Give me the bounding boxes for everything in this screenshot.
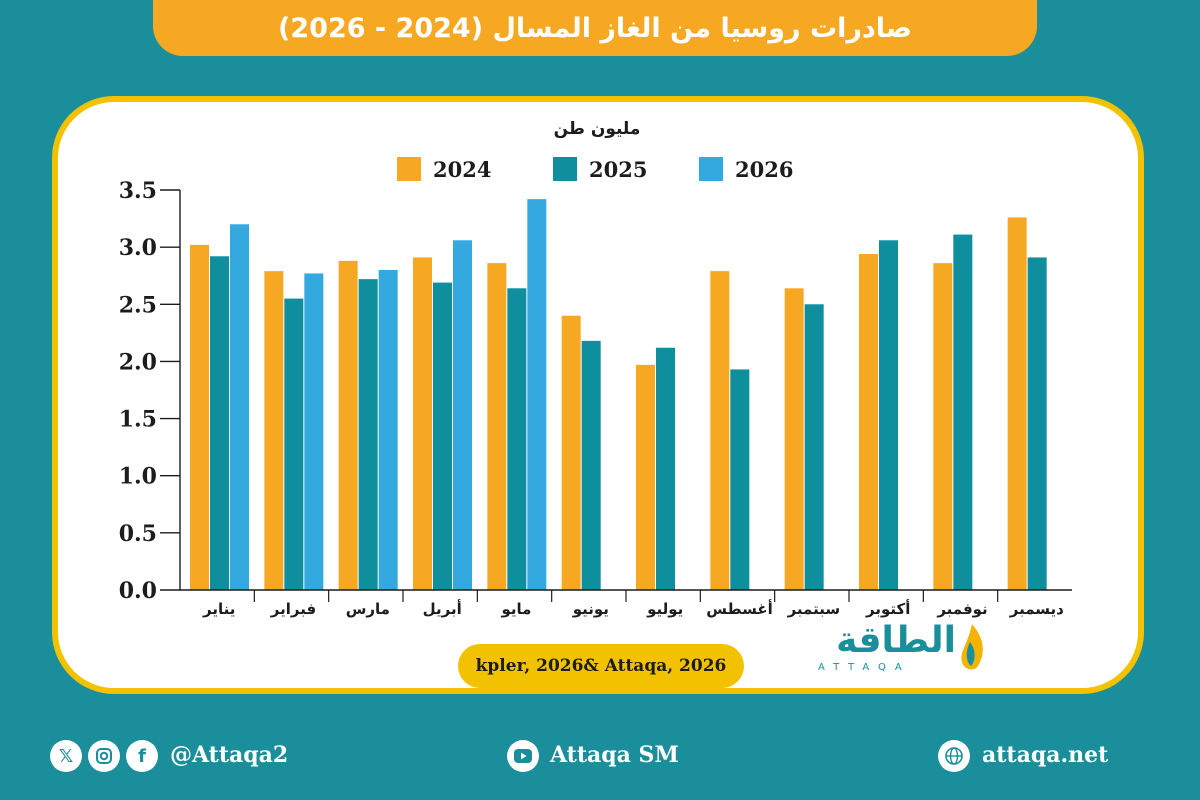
y-tick-label: 3.0 — [119, 235, 157, 261]
x-tick-label: يوليو — [646, 600, 683, 618]
globe-icon[interactable] — [938, 740, 970, 772]
x-axis: يناير فبراير مارس أبريل مايو يونيو يوليو أغسطس س… — [180, 589, 1072, 618]
bar-2024 — [338, 260, 358, 590]
bar-2025 — [581, 340, 601, 590]
bar-2026 — [378, 270, 398, 590]
bar-2024 — [1007, 217, 1027, 590]
website[interactable]: attaqa.net — [982, 742, 1109, 768]
bar-2024 — [413, 257, 432, 590]
title-banner: صادرات روسيا من الغاز المسال (2024 - 202… — [153, 0, 1037, 56]
legend-swatch-2025 — [553, 157, 577, 181]
y-axis: 0.0 0.5 1.0 1.5 2.0 2.5 3.0 3.5 — [119, 178, 181, 604]
legend: 2024 2025 2026 — [397, 157, 793, 182]
legend-label-2025: 2025 — [589, 157, 647, 182]
bar-2025 — [210, 256, 229, 590]
social-handle[interactable]: @Attaqa2 — [170, 742, 289, 768]
logo-text: الطاقة — [836, 620, 956, 661]
bar-2026 — [453, 240, 472, 591]
y-tick-label: 1.5 — [119, 407, 157, 433]
x-tick-label: مايو — [501, 600, 532, 618]
bar-2025 — [953, 234, 973, 591]
y-tick-label: 2.5 — [119, 292, 157, 318]
bar-2024 — [561, 315, 581, 590]
bar-2025 — [433, 282, 452, 590]
chart-title: صادرات روسيا من الغاز المسال (2024 - 202… — [278, 12, 912, 44]
bar-2024 — [859, 254, 878, 590]
bar-2025 — [730, 369, 750, 590]
y-tick-label: 0.5 — [119, 521, 157, 547]
unit-label: مليون طن — [554, 119, 641, 139]
y-tick-label: 0.0 — [119, 578, 157, 604]
bar-2024 — [710, 271, 730, 590]
x-tick-label: أبريل — [423, 599, 462, 618]
bar-2024 — [784, 288, 804, 590]
bar-2026 — [527, 199, 547, 590]
flame-icon — [961, 624, 983, 670]
x-tick-label: نوفمبر — [936, 600, 987, 618]
legend-swatch-2026 — [699, 157, 723, 181]
x-tick-label: يونيو — [572, 600, 609, 618]
source-text: kpler, 2026& Attaqa, 2026 — [475, 656, 727, 676]
x-tick-label: أغسطس — [706, 599, 772, 618]
bar-2024 — [264, 271, 284, 590]
bar-2024 — [487, 263, 507, 590]
x-tick-label: ديسمبر — [1009, 600, 1064, 618]
x-tick-label: يناير — [202, 600, 235, 618]
legend-swatch-2024 — [397, 157, 421, 181]
instagram-icon[interactable] — [88, 740, 120, 772]
source-pill: kpler, 2026& Attaqa, 2026 — [458, 644, 744, 688]
x-tick-label: مارس — [346, 600, 390, 618]
youtube-channel[interactable]: Attaqa SM — [550, 742, 679, 768]
x-tick-label: فبراير — [270, 600, 316, 618]
bar-2025 — [507, 288, 527, 590]
legend-label-2026: 2026 — [735, 157, 793, 182]
logo-subtitle: ATTAQA — [818, 662, 911, 673]
bar-2025 — [1027, 257, 1047, 590]
facebook-icon[interactable]: f — [126, 740, 158, 772]
bar-2025 — [879, 240, 898, 591]
bar-2024 — [933, 263, 953, 590]
bar-2026 — [304, 273, 324, 590]
bar-2024 — [190, 244, 209, 590]
bar-2024 — [636, 364, 655, 590]
bar-2026 — [230, 224, 249, 591]
legend-label-2024: 2024 — [433, 157, 491, 182]
bar-2025 — [358, 279, 378, 590]
bars — [190, 199, 1047, 591]
bar-2025 — [804, 304, 824, 590]
youtube-icon[interactable] — [507, 740, 539, 772]
footer: 𝕏 f @Attaqa2 Attaqa SM attaqa.net — [0, 730, 1200, 780]
x-tick-label: أكتوبر — [865, 599, 910, 618]
bar-2025 — [656, 347, 675, 590]
bar-2025 — [284, 298, 304, 590]
x-icon[interactable]: 𝕏 — [50, 740, 82, 772]
y-tick-label: 2.0 — [119, 349, 157, 375]
y-tick-label: 1.0 — [119, 464, 157, 490]
attaqa-logo: الطاقة ATTAQA — [800, 618, 990, 680]
x-tick-label: سبتمبر — [787, 600, 841, 618]
y-tick-label: 3.5 — [119, 178, 157, 204]
